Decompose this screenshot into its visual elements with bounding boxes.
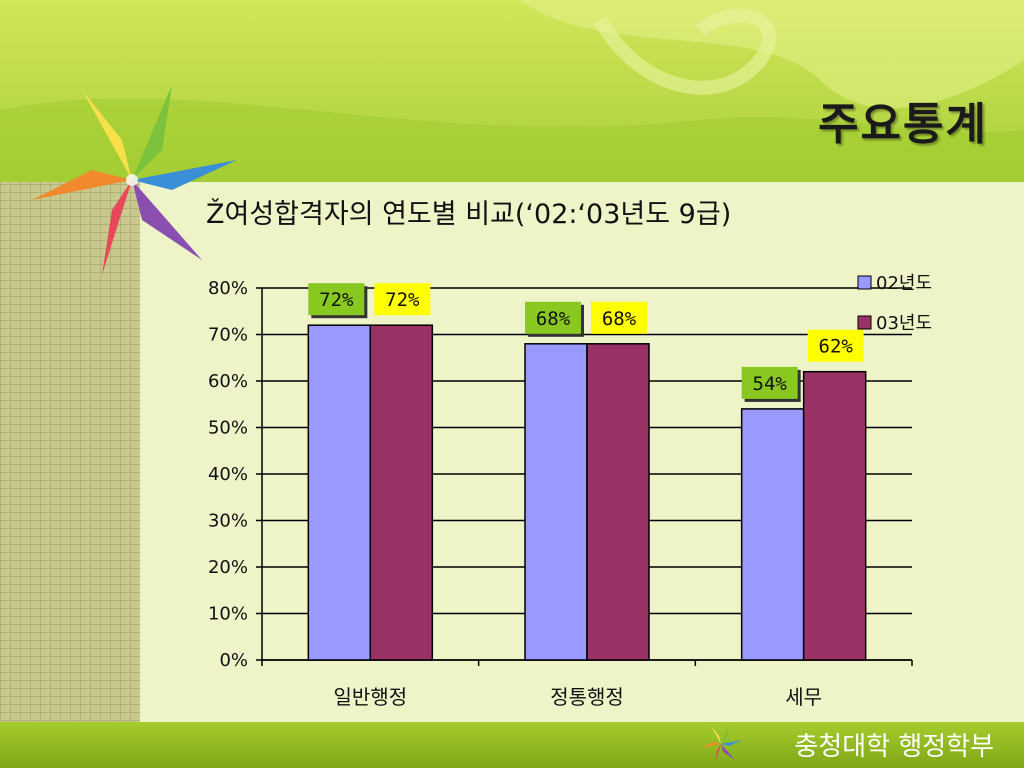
legend-swatch	[857, 315, 872, 330]
y-tick-label: 50%	[208, 418, 248, 439]
y-tick-label: 70%	[208, 325, 248, 346]
data-label-box	[741, 366, 798, 399]
y-tick-label: 40%	[208, 464, 248, 485]
footer-pinwheel-icon	[701, 725, 742, 763]
data-label: 68%	[536, 308, 571, 330]
y-tick-label: 60%	[208, 371, 248, 392]
data-label-box	[525, 301, 581, 334]
data-label-box	[591, 301, 647, 334]
data-label: 68%	[602, 308, 637, 330]
y-tick-label: 80%	[208, 278, 248, 299]
bar	[524, 343, 588, 661]
bar	[802, 370, 867, 661]
bar	[307, 324, 372, 661]
bar	[586, 343, 650, 661]
legend-label: 02년도	[876, 273, 932, 294]
data-label: 62%	[819, 336, 854, 358]
data-label: 72%	[319, 289, 354, 311]
y-tick-label: 30%	[208, 511, 248, 532]
legend-swatch	[857, 275, 872, 290]
y-tick-label: 10%	[208, 604, 248, 625]
x-category-label: 세무	[785, 685, 822, 709]
chart-subtitle: Ž여성합격자의 연도별 비교(‘02:‘03년도 9급)	[206, 199, 732, 230]
data-label: 72%	[385, 289, 420, 311]
slide-title: 주요통계	[818, 99, 988, 150]
legend-label: 03년도	[876, 313, 932, 334]
x-category-label: 일반행정	[334, 685, 408, 709]
footer-department: 충청대학 행정학부	[794, 732, 994, 762]
bar	[740, 408, 805, 661]
pinwheel-logo	[32, 85, 237, 275]
data-label-box	[308, 283, 365, 316]
bar	[369, 324, 434, 661]
data-label: 54%	[753, 373, 788, 395]
data-label-box	[807, 329, 864, 362]
y-tick-label: 0%	[219, 650, 248, 671]
x-category-label: 정통행정	[550, 685, 624, 709]
data-label-box	[374, 283, 431, 316]
y-tick-label: 20%	[208, 557, 248, 578]
